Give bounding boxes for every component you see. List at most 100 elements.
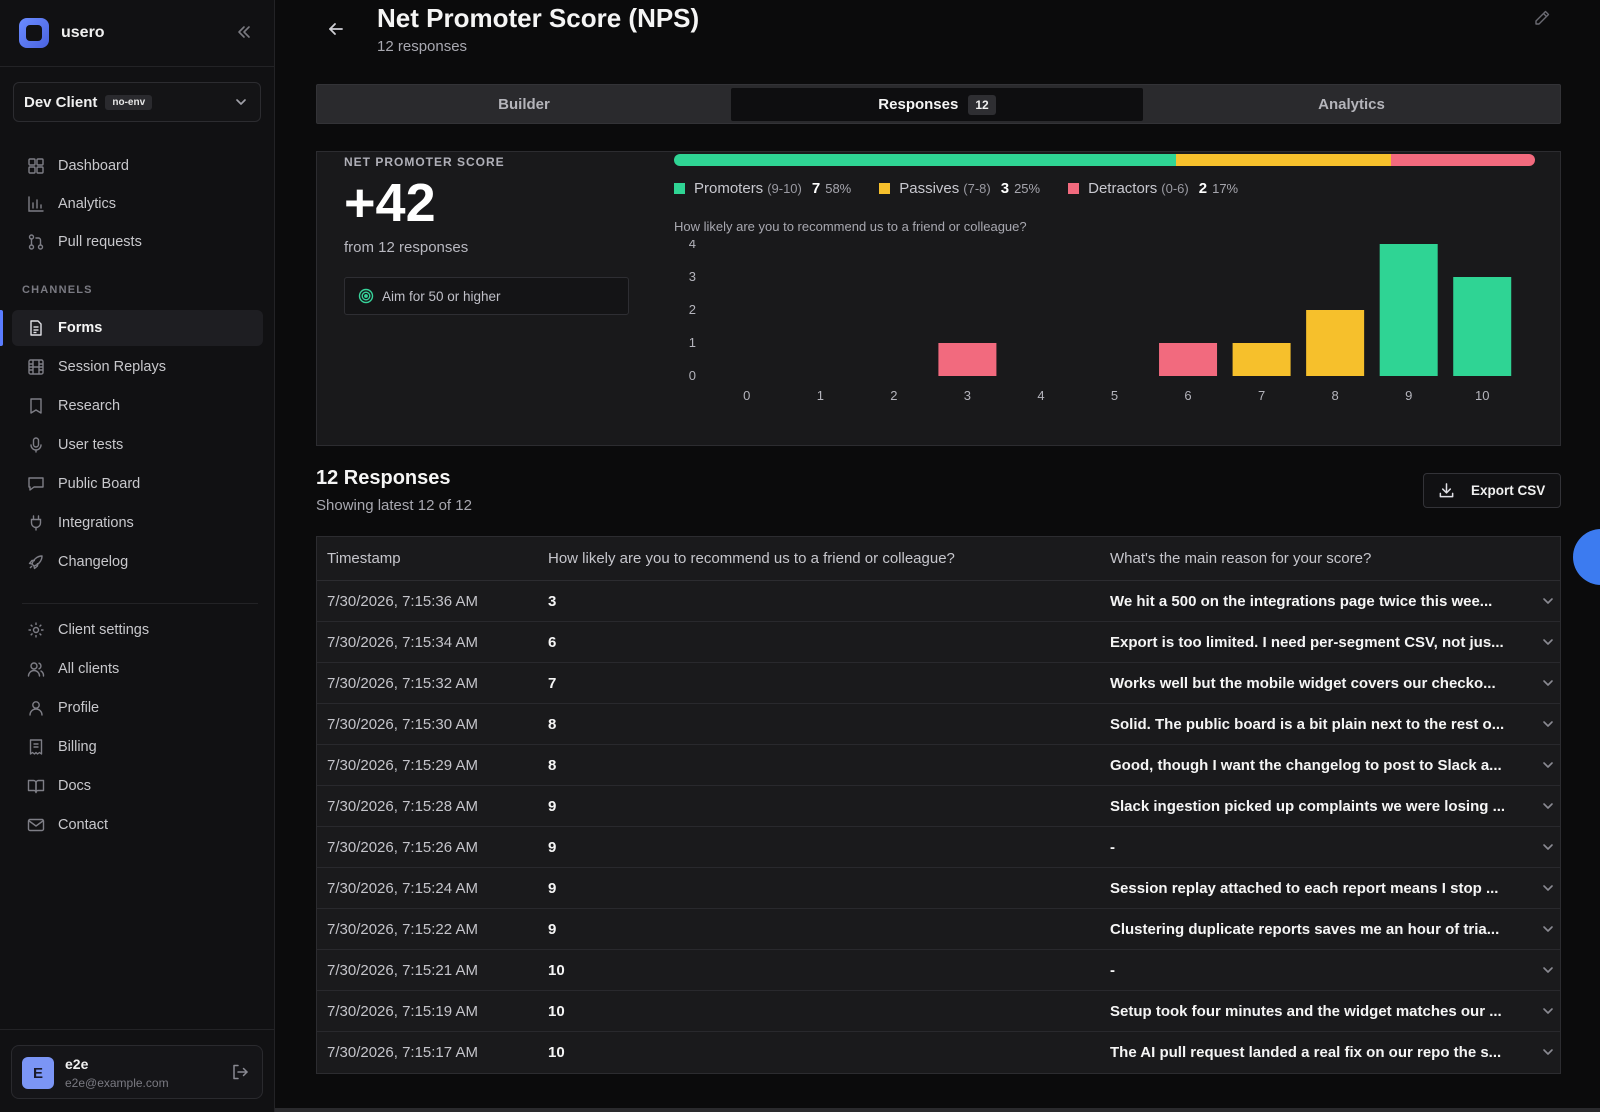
mail-icon — [27, 818, 45, 832]
nav-label: Docs — [58, 778, 92, 794]
nav-label: All clients — [58, 661, 120, 677]
env-badge: no-env — [105, 94, 153, 110]
table-row[interactable]: 7/30/2026, 7:15:21 AM 10 - — [317, 950, 1560, 991]
x-tick-label: 10 — [1475, 388, 1489, 403]
tab-builder[interactable]: Builder — [317, 85, 731, 123]
bar-score-8[interactable] — [1306, 310, 1365, 376]
y-tick-label: 4 — [689, 240, 696, 251]
nav-dashboard[interactable]: Dashboard — [12, 148, 263, 184]
tab-label: Analytics — [1318, 95, 1385, 113]
nav-all-clients[interactable]: All clients — [12, 651, 263, 687]
brand[interactable]: usero — [19, 17, 105, 49]
table-row[interactable]: 7/30/2026, 7:15:30 AM 8 Solid. The public … — [317, 704, 1560, 745]
nav-forms[interactable]: Forms — [12, 310, 263, 346]
cell-score: 9 — [548, 879, 557, 897]
table-row[interactable]: 7/30/2026, 7:15:28 AM 9 Slack ingestion pi… — [317, 786, 1560, 827]
nav-pull-requests[interactable]: Pull requests — [12, 224, 263, 260]
table-row[interactable]: 7/30/2026, 7:15:17 AM 10 The AI pull reque… — [317, 1032, 1560, 1073]
bar-score-9[interactable] — [1379, 244, 1438, 376]
chevron-down-icon[interactable] — [1541, 676, 1555, 690]
x-tick-label: 4 — [1037, 388, 1044, 403]
client-selector[interactable]: Dev Client no-env — [13, 82, 261, 122]
nav-label: Dashboard — [58, 158, 129, 174]
x-tick-label: 8 — [1332, 388, 1339, 403]
cell-timestamp: 7/30/2026, 7:15:36 AM — [327, 592, 478, 610]
y-tick-label: 1 — [689, 335, 696, 350]
table-row[interactable]: 7/30/2026, 7:15:22 AM 9 Clustering duplica… — [317, 909, 1560, 950]
tab-analytics[interactable]: Analytics — [1143, 85, 1560, 123]
cell-reason: - — [1110, 961, 1115, 979]
cell-timestamp: 7/30/2026, 7:15:19 AM — [327, 1002, 478, 1020]
nav-label: Profile — [58, 700, 100, 716]
receipt-icon — [29, 739, 43, 755]
chevron-down-icon[interactable] — [1541, 717, 1555, 731]
target-icon — [358, 288, 374, 304]
table-row[interactable]: 7/30/2026, 7:15:26 AM 9 - — [317, 827, 1560, 868]
nav-label: Session Replays — [58, 359, 166, 375]
bar-score-7[interactable] — [1232, 343, 1291, 376]
table-row[interactable]: 7/30/2026, 7:15:19 AM 10 Setup took four m… — [317, 991, 1560, 1032]
table-row[interactable]: 7/30/2026, 7:15:32 AM 7 Works well but the… — [317, 663, 1560, 704]
nav-label: Changelog — [58, 554, 129, 570]
bar-score-6[interactable] — [1159, 343, 1218, 376]
nav-research[interactable]: Research — [12, 388, 263, 424]
cell-timestamp: 7/30/2026, 7:15:34 AM — [327, 633, 478, 651]
table-row[interactable]: 7/30/2026, 7:15:34 AM 6 Export is too limi… — [317, 622, 1560, 663]
cell-reason: Slack ingestion picked up complaints we … — [1110, 797, 1506, 815]
table-row[interactable]: 7/30/2026, 7:15:24 AM 9 Session replay att… — [317, 868, 1560, 909]
tab-responses[interactable]: Responses 12 — [731, 88, 1143, 121]
legend-count: 7 — [811, 180, 821, 197]
chevron-down-icon[interactable] — [1541, 963, 1555, 977]
divider — [0, 66, 275, 67]
nav-changelog[interactable]: Changelog — [12, 544, 263, 580]
detractors-segment — [1391, 154, 1535, 166]
chevron-down-icon[interactable] — [1541, 799, 1555, 813]
dashboard-icon — [28, 158, 44, 174]
user-icon — [29, 701, 43, 716]
chevron-down-icon[interactable] — [1541, 594, 1555, 608]
nav-profile[interactable]: Profile — [12, 690, 263, 726]
chevron-down-icon[interactable] — [1541, 881, 1555, 895]
bar-score-10[interactable] — [1453, 277, 1512, 376]
cell-score: 9 — [548, 838, 557, 856]
chevron-down-icon[interactable] — [1541, 1045, 1555, 1059]
arrow-left-icon[interactable] — [327, 20, 345, 38]
column-header-reason[interactable]: What's the main reason for your score? — [1110, 550, 1372, 567]
logout-icon[interactable] — [231, 1063, 249, 1081]
collapse-sidebar-icon[interactable] — [235, 23, 253, 41]
bar-score-3[interactable] — [938, 343, 997, 376]
table-row[interactable]: 7/30/2026, 7:15:29 AM 8 Good, though I wan… — [317, 745, 1560, 786]
nav-analytics[interactable]: Analytics — [12, 186, 263, 222]
nav-client-settings[interactable]: Client settings — [12, 612, 263, 648]
cell-reason: Setup took four minutes and the widget m… — [1110, 1002, 1502, 1020]
gear-icon — [28, 622, 44, 638]
x-tick-label: 7 — [1258, 388, 1265, 403]
nav-session-replays[interactable]: Session Replays — [12, 349, 263, 385]
chevron-down-icon[interactable] — [1541, 1004, 1555, 1018]
nav-public-board[interactable]: Public Board — [12, 466, 263, 502]
nav-integrations[interactable]: Integrations — [12, 505, 263, 541]
chevron-down-icon[interactable] — [1541, 840, 1555, 854]
user-card[interactable]: E e2e e2e@example.com — [11, 1045, 263, 1099]
nav-billing[interactable]: Billing — [12, 729, 263, 765]
x-tick-label: 6 — [1184, 388, 1191, 403]
column-header-score[interactable]: How likely are you to recommend us to a … — [548, 550, 955, 567]
nav-docs[interactable]: Docs — [12, 768, 263, 804]
nav-contact[interactable]: Contact — [12, 807, 263, 843]
legend-passives: Passives (7-8) 3 25% — [879, 180, 1040, 197]
column-header-timestamp[interactable]: Timestamp — [327, 550, 401, 567]
table-row[interactable]: 7/30/2026, 7:15:36 AM 3 We hit a 500 on th… — [317, 581, 1560, 622]
nav-user-tests[interactable]: User tests — [12, 427, 263, 463]
page-title: Net Promoter Score (NPS) — [377, 3, 700, 33]
chevron-down-icon[interactable] — [1541, 758, 1555, 772]
sidebar: usero Dev Client no-env Dashboard Analyt… — [0, 0, 275, 1112]
pencil-icon[interactable] — [1533, 9, 1551, 27]
nav-label: Research — [58, 398, 121, 414]
section-label-channels: CHANNELS — [22, 284, 93, 296]
tab-count-badge: 12 — [968, 94, 996, 115]
promoters-segment — [674, 154, 1176, 166]
user-email: e2e@example.com — [65, 1076, 169, 1090]
export-csv-button[interactable]: Export CSV — [1423, 473, 1561, 508]
chevron-down-icon[interactable] — [1541, 922, 1555, 936]
chevron-down-icon[interactable] — [1541, 635, 1555, 649]
